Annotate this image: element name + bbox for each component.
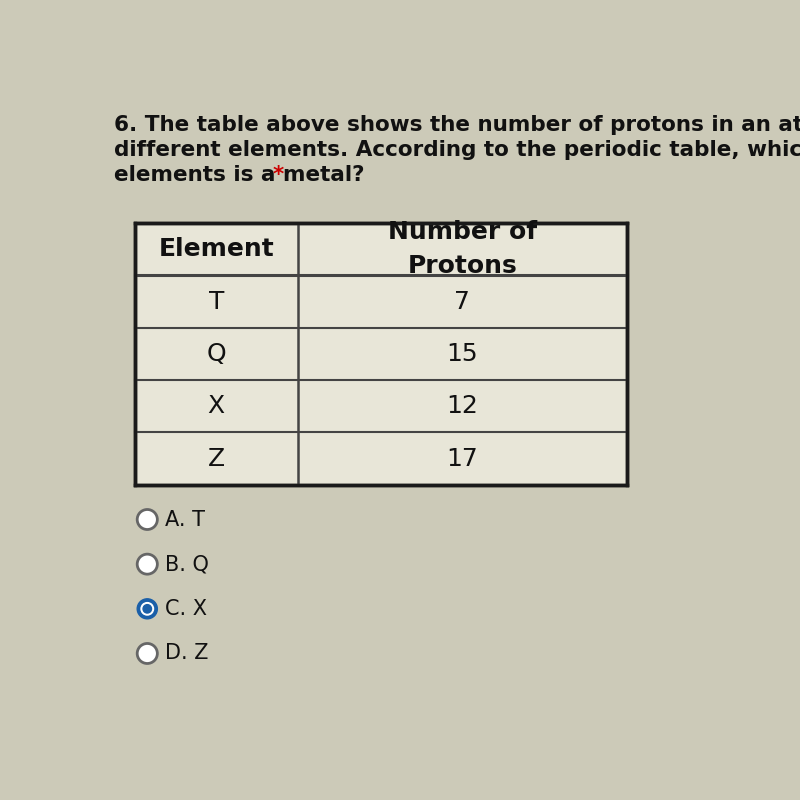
- Bar: [135, 223, 627, 485]
- Text: 6. The table above shows the number of protons in an atom of four: 6. The table above shows the number of p…: [114, 115, 800, 135]
- Circle shape: [138, 643, 158, 663]
- Text: 17: 17: [446, 446, 478, 470]
- Text: T: T: [209, 290, 224, 314]
- Text: Element: Element: [158, 238, 274, 262]
- Text: 7: 7: [454, 290, 470, 314]
- Text: Number of
Protons: Number of Protons: [388, 221, 537, 278]
- Circle shape: [138, 554, 158, 574]
- Text: B. Q: B. Q: [165, 554, 209, 574]
- Text: elements is a metal?: elements is a metal?: [114, 165, 372, 185]
- Text: C. X: C. X: [165, 599, 207, 619]
- Text: X: X: [208, 394, 225, 418]
- Circle shape: [141, 602, 154, 615]
- Text: different elements. According to the periodic table, which of these: different elements. According to the per…: [114, 140, 800, 160]
- Circle shape: [138, 510, 158, 530]
- Text: 15: 15: [446, 342, 478, 366]
- Circle shape: [138, 599, 158, 619]
- Text: Q: Q: [206, 342, 226, 366]
- Text: 12: 12: [446, 394, 478, 418]
- Text: A. T: A. T: [165, 510, 205, 530]
- Text: D. Z: D. Z: [165, 643, 209, 663]
- Circle shape: [143, 605, 151, 613]
- Text: *: *: [272, 165, 283, 185]
- Text: Z: Z: [208, 446, 225, 470]
